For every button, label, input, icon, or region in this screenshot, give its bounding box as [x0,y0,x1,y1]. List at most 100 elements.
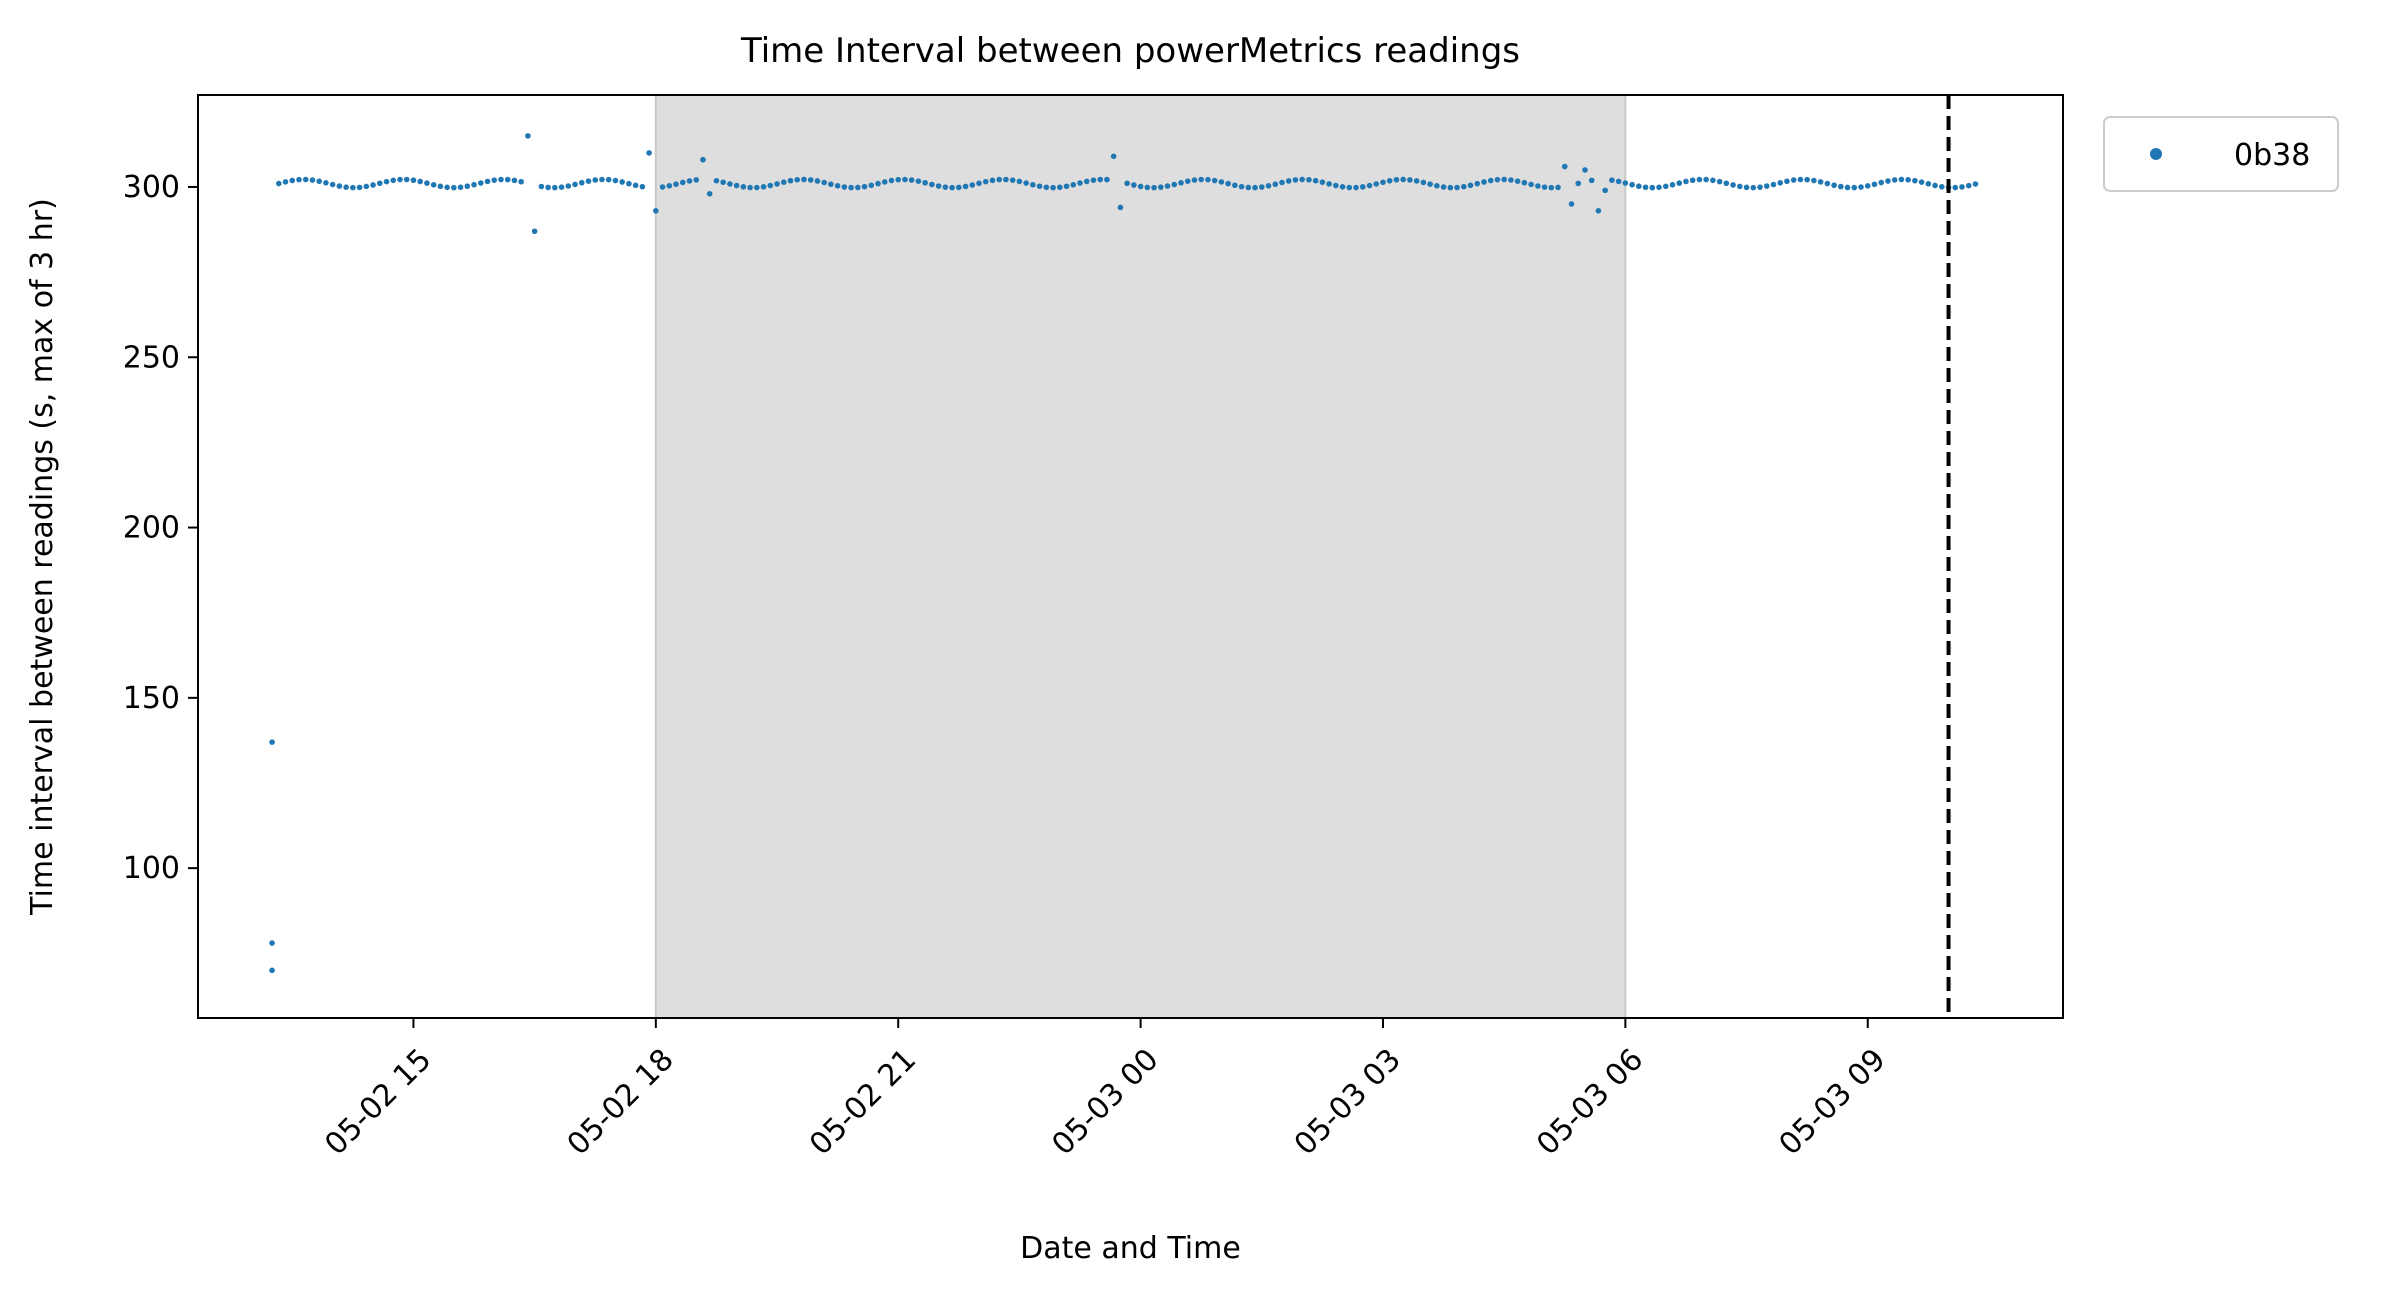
data-point [1622,180,1629,186]
data-point [1258,184,1265,190]
data-point [908,177,915,183]
data-point [1016,178,1023,185]
data-point [451,184,457,191]
data-point [962,183,969,190]
data-point [1312,177,1319,184]
plot-area [269,95,1979,1018]
legend: 0b38 [2103,116,2339,192]
data-point [383,178,390,185]
data-point [1306,176,1312,183]
data-point [1252,184,1258,191]
data-point [1467,182,1474,189]
data-point [1407,177,1413,183]
data-point [403,176,410,183]
data-point [861,183,868,190]
data-point [1514,178,1521,184]
data-point [1649,184,1656,191]
data-point [848,184,854,191]
data-point [1218,179,1225,185]
data-point [1090,177,1097,183]
data-point [1285,178,1292,184]
data-point [430,182,437,188]
data-point [531,228,538,235]
data-point [1656,184,1662,191]
data-point [1662,183,1669,190]
data-point [1366,182,1373,189]
data-point [727,181,733,187]
data-point [538,183,545,190]
data-point [1851,184,1858,191]
data-point [1117,204,1124,211]
data-point [929,181,935,188]
data-point [1232,182,1238,189]
data-point [659,184,666,190]
data-point [996,176,1003,183]
data-point [1939,183,1945,190]
data-point [868,182,875,189]
data-point [1380,179,1386,186]
data-point [1918,179,1925,185]
data-point [1891,177,1898,183]
data-point [902,176,908,183]
data-point [498,176,504,183]
data-point [1710,177,1716,184]
x-axis-label: Date and Time [1020,1231,1241,1266]
data-point [417,178,423,185]
data-point [1077,180,1083,186]
data-point [1333,182,1339,189]
data-point [1434,182,1440,189]
data-point [1689,177,1696,184]
data-point [1898,176,1905,183]
data-point [282,179,289,185]
data-point [1070,181,1077,188]
data-point [855,184,861,191]
data-point [1003,176,1009,183]
data-point [269,739,275,745]
data-point [329,181,336,188]
data-point [720,179,726,186]
data-point [1595,208,1602,214]
data-point [350,184,356,191]
data-point [1535,183,1541,189]
data-point [693,177,700,183]
data-point [1191,177,1198,183]
data-point [841,184,848,190]
data-point [1864,183,1871,189]
data-point [1757,184,1763,190]
data-point [1965,182,1972,189]
data-point [269,967,275,974]
data-point [336,183,343,189]
data-point [1683,178,1689,185]
data-point [1400,176,1406,183]
data-point [605,176,612,183]
data-point [1447,184,1454,191]
data-point [733,182,740,189]
data-point [1602,187,1608,194]
data-point [632,182,639,189]
data-point [1460,183,1467,190]
data-point [525,133,531,139]
data-point [888,177,895,184]
data-point [1669,182,1676,188]
data-point [713,177,720,184]
data-point [1050,184,1056,191]
data-point [491,177,498,183]
data-point [1413,178,1420,184]
data-point [612,177,619,184]
data-point [1932,182,1938,189]
data-point [949,184,955,191]
data-point [1804,176,1810,183]
data-point [269,940,275,946]
data-point [1763,183,1770,189]
data-point [1063,183,1070,190]
data-point [807,177,814,183]
data-point [1440,184,1447,190]
data-point [1676,180,1683,186]
data-point [1528,181,1534,188]
data-point [895,176,902,183]
data-point [1023,180,1029,186]
data-point [558,184,565,190]
data-point [774,181,780,187]
data-point [1784,178,1790,185]
